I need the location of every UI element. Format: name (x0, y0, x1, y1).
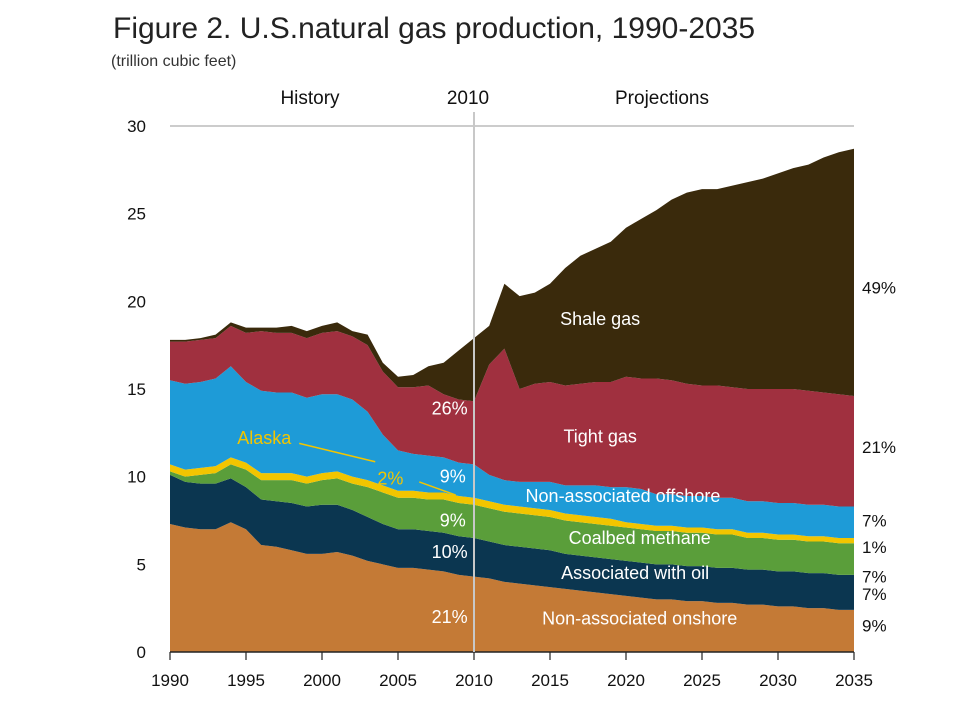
area-alaska (170, 457, 854, 544)
x-tick-label-2010: 2010 (455, 671, 493, 690)
projection-share-label-0: 49% (862, 278, 896, 297)
area-non-associated-onshore (170, 522, 854, 652)
projections-label: Projections (615, 88, 709, 109)
series-label-coalbed-methane: Coalbed methane (569, 528, 711, 548)
y-tick-label-25: 25 (127, 205, 146, 224)
x-tick-label-1990: 1990 (151, 671, 189, 690)
chart-labels: 23% 26% 9% 9% 10% 21% Shale gas Tight gas Non-as… (237, 278, 896, 635)
projection-share-label-4: 7% (862, 568, 887, 587)
x-tick-label-2005: 2005 (379, 671, 417, 690)
area-tight-gas (170, 325, 854, 507)
history-share-label-2: 9% (440, 467, 466, 487)
projection-share-label-3: 1% (862, 538, 887, 557)
projection-share-label-1: 21% (862, 438, 896, 457)
x-tick-label-2030: 2030 (759, 671, 797, 690)
chart-subtitle: (trillion cubic feet) (111, 53, 236, 70)
series-label-associated-with-oil: Associated with oil (561, 563, 709, 583)
history-share-label-0: 23% (432, 318, 468, 338)
projection-share-label-5: 7% (862, 585, 887, 604)
axes: 1990 1995 2000 2005 2010 2015 2020 2025 2030 2035… (127, 112, 873, 690)
divider-year-label: 2010 (447, 88, 489, 109)
y-tick-label-0: 0 (137, 643, 146, 662)
series-label-non-associated-offshore: Non-associated offshore (526, 486, 721, 506)
history-share-label-3: 9% (440, 511, 466, 531)
history-share-label-1: 26% (432, 398, 468, 418)
series-label-shale-gas: Shale gas (560, 309, 640, 329)
x-tick-label-2020: 2020 (607, 671, 645, 690)
area-shale-gas (170, 148, 854, 402)
y-tick-label-5: 5 (137, 555, 146, 574)
projection-share-label-6: 9% (862, 617, 887, 636)
x-tick-label-2035: 2035 (835, 671, 873, 690)
area-coalbed-methane (170, 464, 854, 575)
series-label-non-associated-onshore: Non-associated onshore (542, 609, 737, 629)
history-share-label-4: 10% (432, 542, 468, 562)
history-share-label-5: 21% (432, 607, 468, 627)
x-tick-label-2015: 2015 (531, 671, 569, 690)
x-tick-label-2025: 2025 (683, 671, 721, 690)
x-tick-label-2000: 2000 (303, 671, 341, 690)
y-tick-label-20: 20 (127, 292, 146, 311)
y-tick-label-15: 15 (127, 380, 146, 399)
history-label: History (280, 88, 340, 109)
y-tick-label-30: 30 (127, 117, 146, 136)
alaska-share-leader-line (419, 481, 457, 496)
series-label-tight-gas: Tight gas (563, 426, 636, 446)
x-tick-label-1995: 1995 (227, 671, 265, 690)
projection-share-label-2: 7% (862, 512, 887, 531)
alaska-leader-line (299, 442, 376, 463)
stacked-areas (170, 148, 854, 652)
alaska-share-label: 2% (377, 468, 403, 488)
y-tick-label-10: 10 (127, 468, 146, 487)
chart-title: Figure 2. U.S.natural gas production, 19… (113, 12, 755, 45)
area-non-associated-offshore (170, 366, 854, 539)
area-associated-with-oil (170, 474, 854, 610)
alaska-label: Alaska (237, 428, 292, 448)
